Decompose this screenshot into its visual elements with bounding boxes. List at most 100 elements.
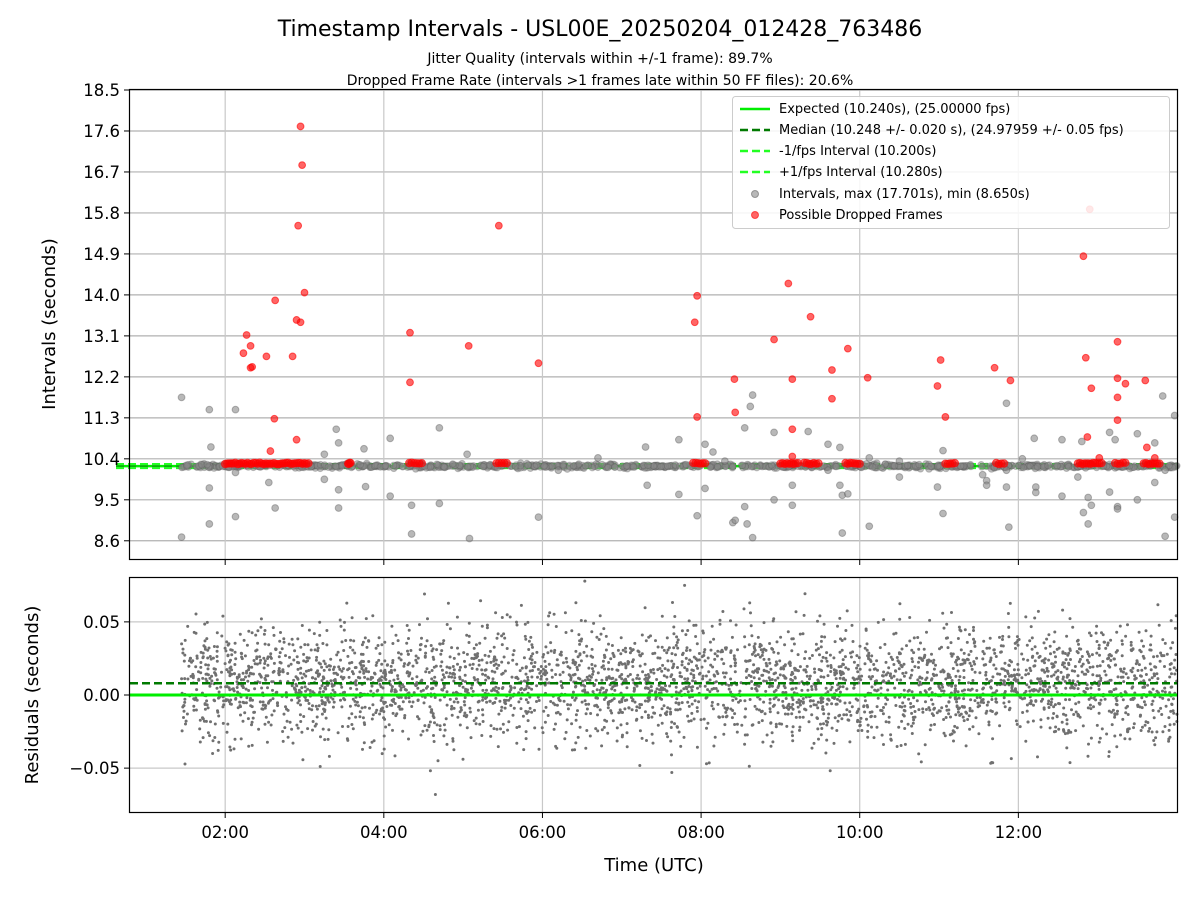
residual-point: [544, 705, 548, 709]
residual-point: [928, 728, 932, 732]
legend-marker-intervals: [751, 190, 759, 198]
residual-point: [371, 713, 375, 717]
residual-point: [320, 679, 324, 683]
residual-point: [497, 712, 501, 716]
residual-point: [208, 684, 212, 688]
residual-point: [768, 707, 772, 711]
residual-point: [1069, 658, 1072, 661]
residual-point: [747, 673, 751, 677]
interval-point: [748, 533, 757, 542]
residual-point: [692, 673, 696, 677]
residual-point: [680, 629, 684, 633]
residual-point: [797, 681, 801, 685]
residual-point: [909, 705, 913, 709]
jitter-quality-subtitle: Jitter Quality (intervals within +/-1 fr…: [426, 51, 772, 67]
residual-point: [609, 657, 613, 661]
residual-point: [1103, 669, 1107, 673]
residual-point: [1095, 664, 1099, 668]
interval-point: [720, 457, 729, 466]
residual-point: [816, 619, 819, 623]
residual-point: [465, 652, 469, 656]
residual-point: [302, 715, 306, 718]
residual-point: [1171, 641, 1175, 645]
residual-point: [940, 689, 944, 693]
residual-point: [451, 665, 455, 668]
residual-point: [182, 704, 186, 708]
residual-point: [910, 690, 914, 694]
residual-point: [613, 688, 617, 692]
residual-point: [456, 700, 460, 704]
residual-point: [779, 635, 783, 639]
residual-point: [625, 698, 629, 702]
residual-point: [294, 688, 298, 692]
residual-point: [477, 663, 481, 667]
residual-point: [1152, 716, 1156, 720]
residual-point: [442, 675, 446, 679]
residual-point: [331, 697, 335, 701]
residual-point: [384, 672, 388, 676]
residual-point: [643, 606, 647, 610]
residual-point: [239, 737, 243, 741]
dropped-frame-point: [843, 344, 852, 353]
residual-point: [810, 713, 814, 717]
residual-point: [440, 678, 444, 682]
residual-point: [1066, 673, 1070, 677]
residual-point: [665, 689, 669, 693]
residual-point: [873, 688, 877, 692]
residual-point: [843, 637, 847, 641]
residual-point: [649, 685, 653, 689]
residual-point: [836, 624, 839, 628]
residual-point: [1003, 705, 1007, 709]
residual-point: [574, 713, 578, 717]
residual-point: [566, 703, 570, 707]
residual-point: [1157, 623, 1161, 627]
residual-point: [1041, 658, 1045, 662]
residual-point: [1046, 702, 1050, 706]
residual-point: [1120, 639, 1124, 643]
residual-point: [263, 659, 267, 663]
dropped-frame-point: [788, 452, 797, 461]
interval-point: [386, 492, 395, 501]
residual-point: [250, 720, 254, 724]
residual-point: [664, 684, 667, 688]
residual-point: [928, 708, 932, 712]
residual-point: [954, 684, 957, 688]
residual-point: [465, 726, 469, 730]
residual-point: [786, 712, 790, 716]
residual-point: [1025, 703, 1029, 707]
residual-point: [382, 716, 386, 720]
residual-point: [526, 620, 530, 624]
residual-point: [870, 685, 874, 689]
residual-point: [283, 726, 287, 730]
legend-marker-dropped: [751, 211, 759, 219]
residual-point: [1074, 702, 1078, 706]
residual-point: [320, 665, 324, 669]
residual-point: [259, 675, 263, 679]
residual-point: [426, 685, 429, 689]
residual-point: [621, 733, 624, 737]
residual-point: [863, 662, 867, 666]
residual-point: [857, 656, 861, 660]
residual-point: [999, 650, 1003, 654]
residual-point: [1071, 625, 1075, 629]
residual-point: [817, 737, 820, 741]
residual-point: [584, 746, 588, 750]
residual-point: [704, 674, 708, 678]
residual-point: [791, 703, 795, 706]
interval-point: [407, 501, 416, 510]
residual-point: [356, 704, 360, 708]
residual-point: [1172, 711, 1176, 715]
residual-point: [341, 667, 345, 671]
dropped-frame-point: [1113, 374, 1122, 383]
residual-point: [184, 722, 187, 726]
residual-point: [481, 708, 484, 712]
residual-point: [267, 720, 271, 724]
interval-point: [622, 462, 631, 470]
residual-point: [488, 699, 492, 703]
residual-point: [617, 663, 621, 667]
residual-point: [1115, 745, 1119, 749]
residual-point: [966, 718, 970, 721]
residual-point: [262, 656, 266, 660]
residual-point: [192, 708, 196, 712]
interval-point: [644, 461, 652, 470]
